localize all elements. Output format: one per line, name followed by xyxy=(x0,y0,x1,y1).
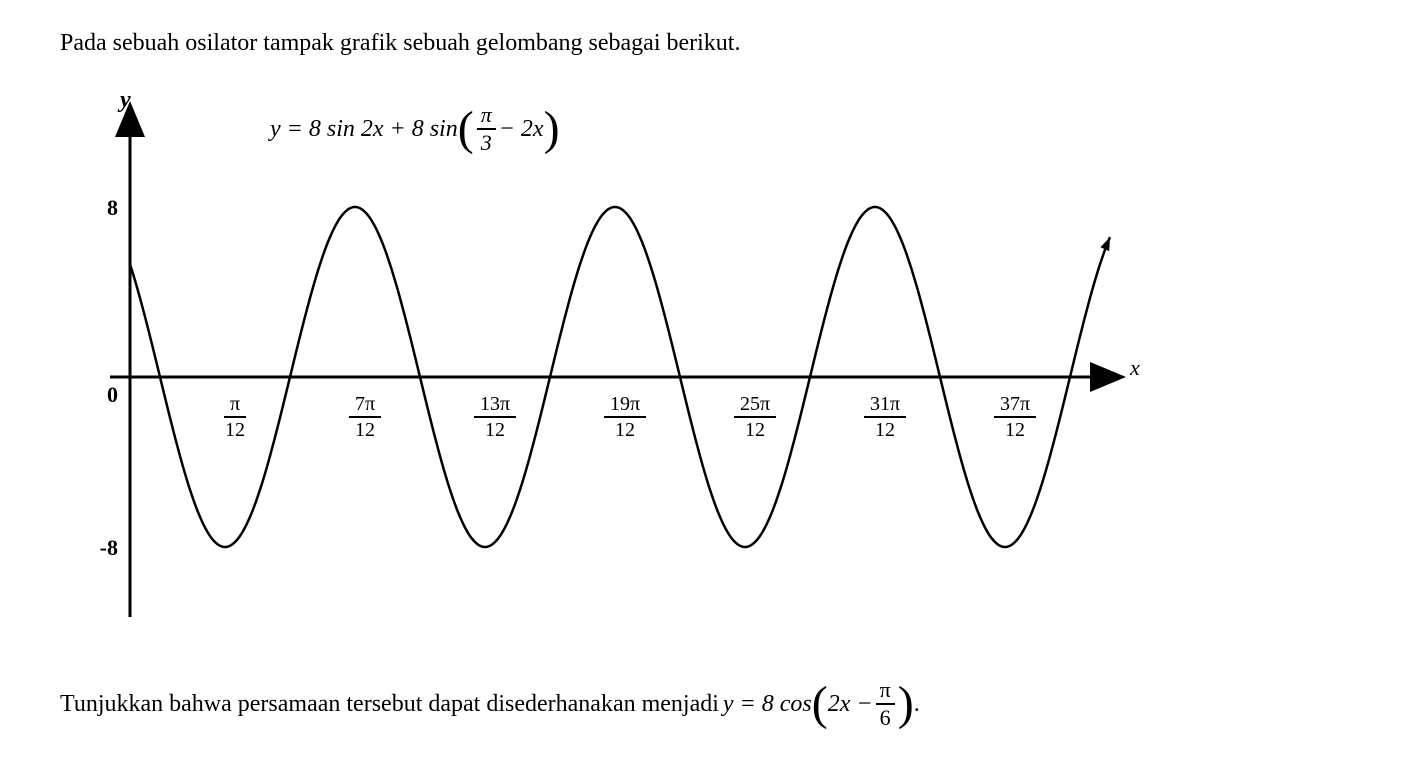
wave-chart: y y = 8 sin 2x + 8 sin ( π 3 − 2x ) 8 0 … xyxy=(60,77,1160,657)
curve-end-arrow xyxy=(1100,237,1110,251)
xtick-0: π12 xyxy=(210,392,260,442)
conclusion-fraction: π 6 xyxy=(876,677,895,731)
conclusion-prefix: Tunjukkan bahwa persamaan tersebut dapat… xyxy=(60,691,719,718)
conclusion-fraction-den: 6 xyxy=(876,705,895,731)
conclusion-inner-prefix: 2x − xyxy=(828,691,873,718)
xtick-6: 37π12 xyxy=(990,392,1040,442)
conclusion-open-paren: ( xyxy=(812,685,828,723)
conclusion-period: . xyxy=(914,691,920,718)
ytick-0: 0 xyxy=(78,382,118,408)
xtick-4: 25π12 xyxy=(730,392,780,442)
conclusion-close-paren: ) xyxy=(898,685,914,723)
conclusion-text: Tunjukkan bahwa persamaan tersebut dapat… xyxy=(60,677,1355,731)
chart-svg xyxy=(60,77,1160,657)
xtick-3: 19π12 xyxy=(600,392,650,442)
problem-intro-text: Pada sebuah osilator tampak grafik sebua… xyxy=(60,30,1355,57)
conclusion-eq-prefix: y = 8 cos xyxy=(723,691,812,718)
xtick-5: 31π12 xyxy=(860,392,910,442)
x-axis-label: x xyxy=(1130,355,1140,381)
ytick-8: 8 xyxy=(78,195,118,221)
conclusion-fraction-num: π xyxy=(876,677,895,705)
xtick-2: 13π12 xyxy=(470,392,520,442)
ytick-neg8: -8 xyxy=(78,535,118,561)
xtick-1: 7π12 xyxy=(340,392,390,442)
